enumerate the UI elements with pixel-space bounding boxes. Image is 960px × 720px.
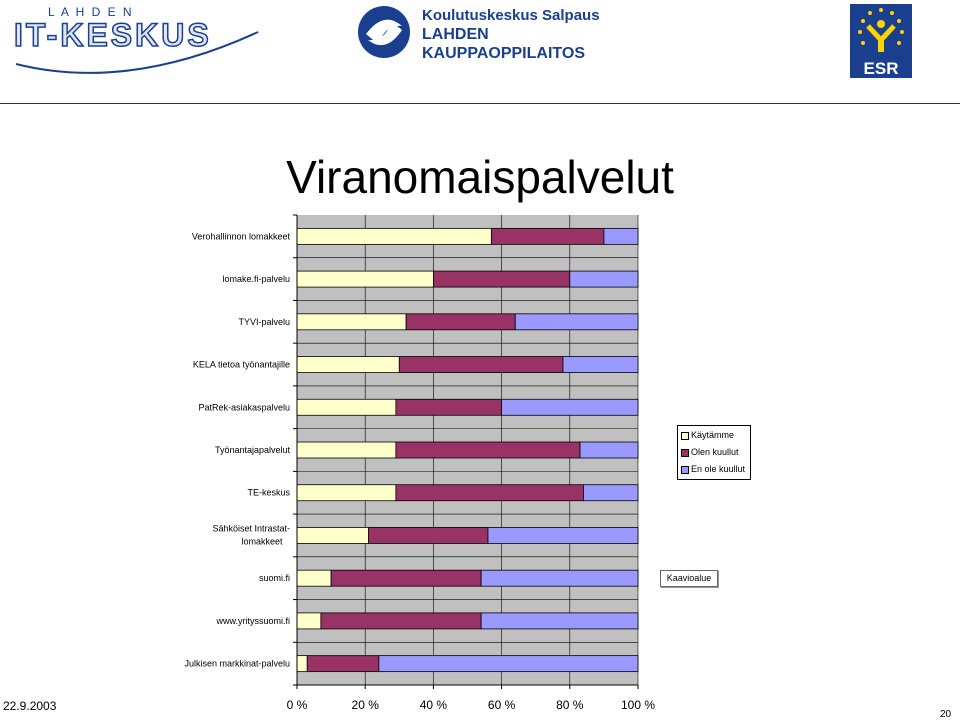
legend-label: Käytämme: [691, 430, 734, 440]
bar-kaytamme: [297, 314, 406, 330]
footer-date: 22.9.2003: [3, 699, 56, 713]
bar-olen-kuullut: [396, 442, 580, 458]
x-tick-label: 40 %: [420, 698, 448, 712]
bar-kaytamme: [297, 442, 396, 458]
bar-kaytamme: [297, 485, 396, 501]
category-label: Julkisen markkinat-palvelu: [184, 659, 290, 669]
bar-en-ole-kuullut: [488, 527, 638, 543]
category-label: PatRek-asiakaspalvelu: [198, 402, 290, 412]
category-label: TYVI-palvelu: [238, 317, 290, 327]
bar-kaytamme: [297, 357, 399, 373]
bar-kaytamme: [297, 527, 369, 543]
bar-olen-kuullut: [433, 271, 569, 287]
page-number: 20: [940, 709, 951, 720]
bar-en-ole-kuullut: [580, 442, 638, 458]
legend-swatch: [681, 466, 689, 474]
bar-en-ole-kuullut: [481, 570, 638, 586]
legend-item-en-ole-kuullut: En ole kuullut: [681, 463, 745, 475]
x-tick-label: 80 %: [556, 698, 584, 712]
legend-item-olen-kuullut: Olen kuullut: [681, 446, 739, 458]
bar-en-ole-kuullut: [563, 357, 638, 373]
bar-kaytamme: [297, 613, 321, 629]
category-label: Verohallinnon lomakkeet: [192, 231, 291, 241]
legend-label: Olen kuullut: [691, 447, 739, 457]
x-tick-label: 0 %: [287, 698, 308, 712]
legend-label: En ole kuullut: [691, 464, 745, 474]
chart-legend: Käytämme Olen kuullut En ole kuullut: [677, 425, 751, 480]
bar-en-ole-kuullut: [583, 485, 638, 501]
bar-olen-kuullut: [321, 613, 481, 629]
bar-olen-kuullut: [491, 228, 604, 244]
category-label: Sähköiset Intrastat-lomakkeet: [212, 523, 290, 546]
chart-area-tooltip: Kaavioalue: [660, 570, 718, 587]
bar-kaytamme: [297, 570, 331, 586]
bar-olen-kuullut: [307, 656, 379, 672]
bar-kaytamme: [297, 228, 491, 244]
bar-olen-kuullut: [369, 527, 488, 543]
legend-item-kaytamme: Käytämme: [681, 429, 734, 441]
bar-kaytamme: [297, 656, 307, 672]
x-tick-label: 60 %: [488, 698, 516, 712]
x-tick-label: 20 %: [352, 698, 380, 712]
bar-en-ole-kuullut: [604, 228, 638, 244]
bar-en-ole-kuullut: [379, 656, 638, 672]
x-tick-label: 100 %: [621, 698, 655, 712]
category-label: Työnantajapalvelut: [215, 445, 291, 455]
legend-swatch: [681, 449, 689, 457]
category-label: www.yrityssuomi.fi: [215, 616, 290, 626]
bar-olen-kuullut: [331, 570, 481, 586]
bar-olen-kuullut: [396, 399, 502, 415]
bar-olen-kuullut: [399, 357, 563, 373]
category-label: TE-keskus: [247, 488, 290, 498]
category-label: suomi.fi: [259, 573, 290, 583]
bar-olen-kuullut: [396, 485, 584, 501]
bar-en-ole-kuullut: [570, 271, 638, 287]
bar-en-ole-kuullut: [481, 613, 638, 629]
legend-swatch: [681, 432, 689, 440]
bar-olen-kuullut: [406, 314, 515, 330]
bar-en-ole-kuullut: [502, 399, 638, 415]
bar-kaytamme: [297, 271, 433, 287]
bar-en-ole-kuullut: [515, 314, 638, 330]
bar-kaytamme: [297, 399, 396, 415]
category-label: KELA tietoa työnantajille: [193, 360, 290, 370]
category-label: lomake.fi-palvelu: [222, 274, 290, 284]
